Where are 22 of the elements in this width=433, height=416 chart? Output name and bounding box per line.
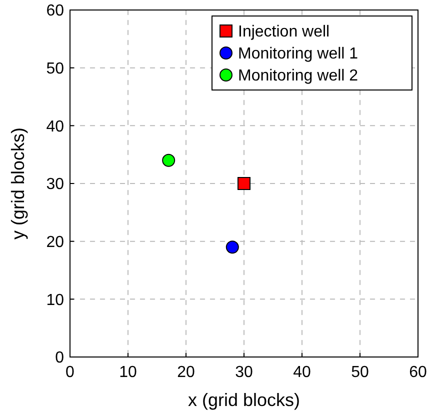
y-tick-label: 50 xyxy=(46,60,64,78)
legend-label: Injection well xyxy=(238,24,330,41)
y-tick-label: 20 xyxy=(46,234,64,251)
x-tick-label: 40 xyxy=(293,364,311,381)
point xyxy=(162,154,176,167)
y-tick-label: 30 xyxy=(46,176,64,194)
y-tick-label: 40 xyxy=(46,118,64,136)
y-tick-label: 10 xyxy=(46,292,64,309)
legend-label: Monitoring well 1 xyxy=(238,46,358,63)
y-tick-label: 60 xyxy=(46,2,64,20)
x-tick-label: 0 xyxy=(66,364,75,381)
point xyxy=(226,240,239,254)
y-tick-label: 0 xyxy=(55,350,64,367)
legend-label: Monitoring well 2 xyxy=(238,68,358,85)
x-tick-label: 60 xyxy=(409,364,427,381)
x-tick-label: 10 xyxy=(119,364,137,381)
x-axis-title: x (grid blocks) xyxy=(188,390,300,410)
point xyxy=(238,177,250,190)
y-axis-title: y (grid blocks) xyxy=(8,127,28,240)
x-tick-label: 50 xyxy=(351,364,369,381)
x-tick-label: 20 xyxy=(177,364,195,381)
x-tick-label: 30 xyxy=(235,364,253,381)
